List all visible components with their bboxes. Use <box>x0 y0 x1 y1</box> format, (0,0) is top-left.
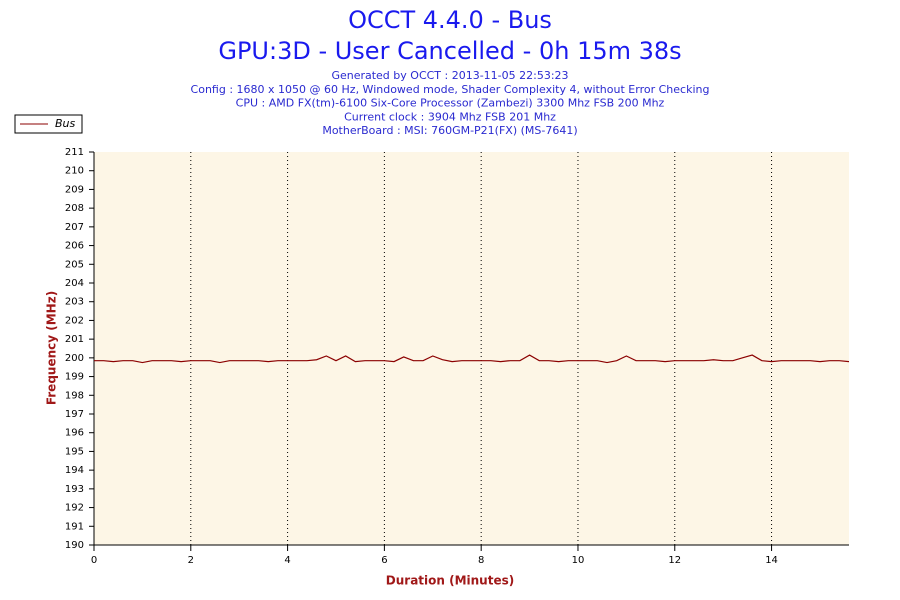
x-tick-label: 12 <box>668 555 681 566</box>
y-tick-label: 190 <box>65 540 84 551</box>
y-tick-label: 198 <box>65 390 84 401</box>
y-tick-label: 199 <box>65 372 84 383</box>
y-tick-label: 204 <box>65 278 84 289</box>
y-tick-label: 194 <box>65 465 84 476</box>
info-line: CPU : AMD FX(tm)-6100 Six-Core Processor… <box>236 97 665 110</box>
legend-label: Bus <box>55 117 76 130</box>
plot-area <box>94 152 849 545</box>
y-tick-label: 201 <box>65 334 84 345</box>
info-line: Current clock : 3904 Mhz FSB 201 Mhz <box>344 110 556 123</box>
y-tick-label: 192 <box>65 503 84 514</box>
x-tick-label: 8 <box>478 555 484 566</box>
x-tick-label: 6 <box>381 555 387 566</box>
chart-subtitle: GPU:3D - User Cancelled - 0h 15m 38s <box>218 37 681 65</box>
y-tick-label: 209 <box>65 184 84 195</box>
x-tick-label: 4 <box>284 555 290 566</box>
y-tick-label: 195 <box>65 446 84 457</box>
info-line: Config : 1680 x 1050 @ 60 Hz, Windowed m… <box>191 83 710 96</box>
y-tick-label: 207 <box>65 222 84 233</box>
x-tick-label: 2 <box>188 555 194 566</box>
x-tick-label: 14 <box>765 555 778 566</box>
x-tick-label: 10 <box>572 555 585 566</box>
chart-title: OCCT 4.4.0 - Bus <box>348 6 552 34</box>
x-tick-label: 0 <box>91 555 97 566</box>
y-tick-label: 202 <box>65 315 84 326</box>
info-line: MotherBoard : MSI: 760GM-P21(FX) (MS-764… <box>322 124 577 137</box>
y-tick-label: 206 <box>65 241 84 252</box>
y-tick-label: 203 <box>65 297 84 308</box>
series-line <box>94 354 850 364</box>
info-line: Generated by OCCT : 2013-11-05 22:53:23 <box>331 69 568 82</box>
y-tick-label: 211 <box>65 147 84 158</box>
legend <box>14 114 83 134</box>
y-tick-label: 197 <box>65 409 84 420</box>
y-tick-label: 200 <box>65 353 84 364</box>
x-axis-label: Duration (Minutes) <box>386 574 514 588</box>
y-tick-label: 193 <box>65 484 84 495</box>
y-tick-label: 196 <box>65 428 84 439</box>
y-tick-label: 205 <box>65 259 84 270</box>
y-tick-label: 210 <box>65 166 84 177</box>
y-axis-label: Frequency (MHz) <box>45 291 59 405</box>
y-tick-label: 208 <box>65 203 84 214</box>
y-tick-label: 191 <box>65 521 84 532</box>
